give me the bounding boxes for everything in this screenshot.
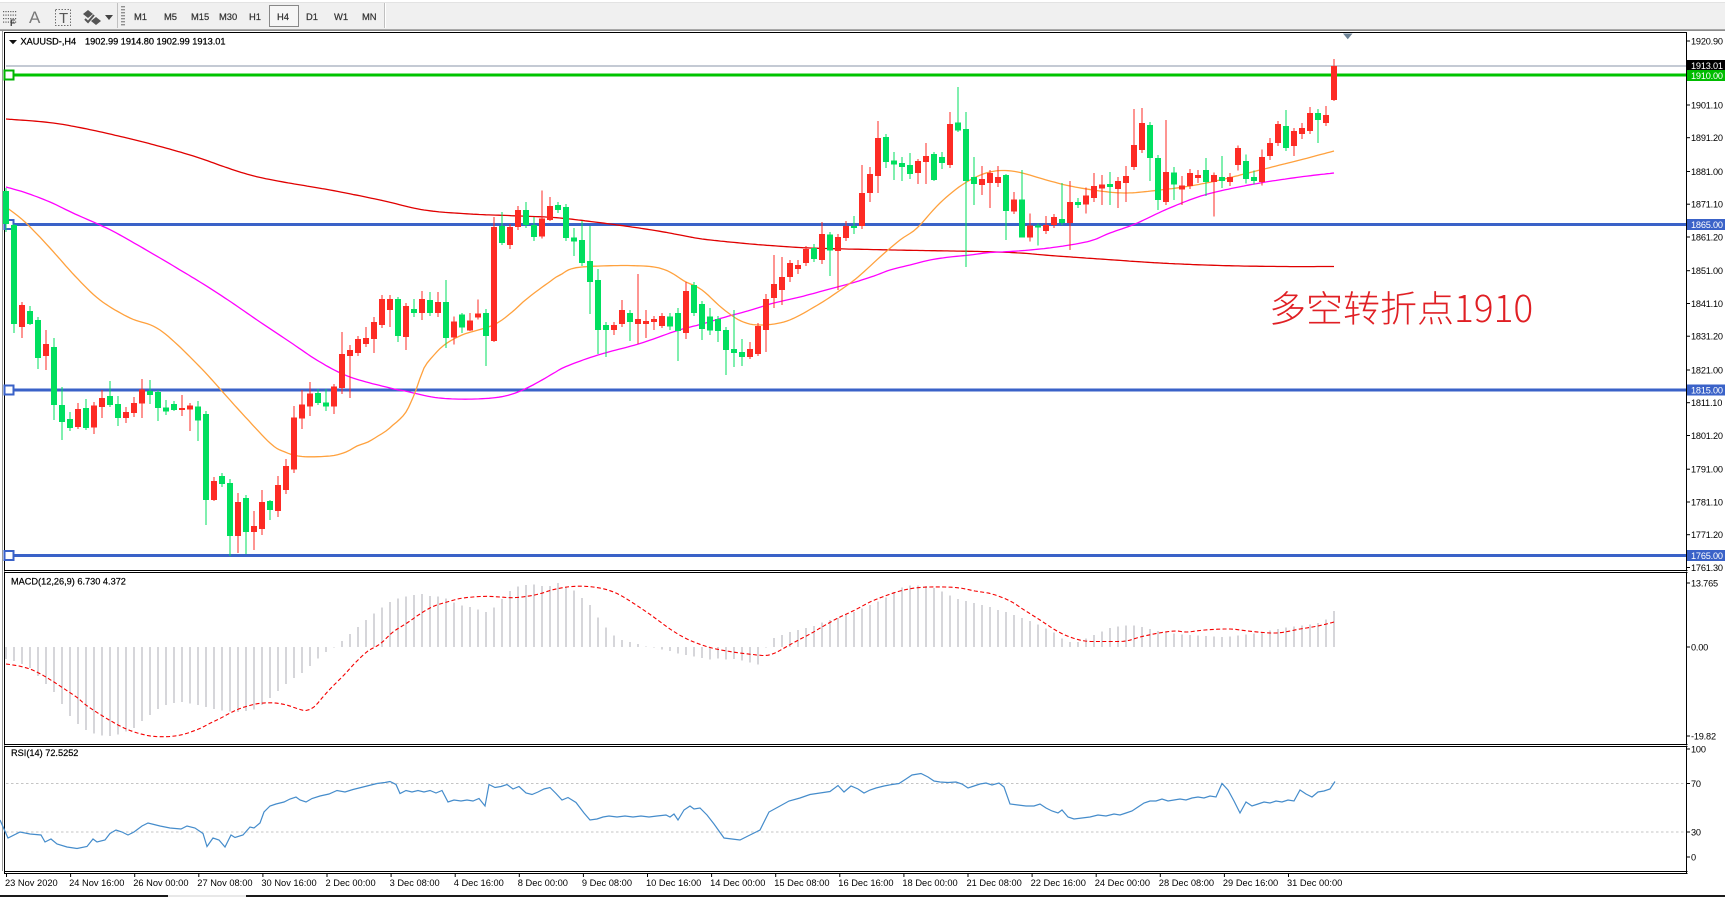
svg-text:D1: D1	[306, 11, 318, 22]
svg-text:1920.90: 1920.90	[1691, 36, 1723, 46]
svg-text:1865.00: 1865.00	[1691, 220, 1723, 230]
svg-text:XAUUSD-,H4: XAUUSD-,H4	[21, 37, 77, 47]
svg-text:27 Nov 08:00: 27 Nov 08:00	[197, 878, 252, 888]
svg-text:1815.00: 1815.00	[1691, 386, 1723, 396]
svg-text:15 Dec 08:00: 15 Dec 08:00	[774, 878, 829, 888]
svg-text:10 Dec 16:00: 10 Dec 16:00	[646, 878, 701, 888]
svg-text:1821.00: 1821.00	[1691, 365, 1723, 375]
svg-text:MN: MN	[362, 11, 377, 22]
svg-text:18 Dec 00:00: 18 Dec 00:00	[902, 878, 957, 888]
svg-text:2 Dec 00:00: 2 Dec 00:00	[326, 878, 376, 888]
svg-text:T: T	[59, 10, 68, 27]
svg-text:RSI(14) 72.5252: RSI(14) 72.5252	[11, 748, 78, 758]
svg-text:21 Dec 08:00: 21 Dec 08:00	[967, 878, 1022, 888]
svg-text:1801.20: 1801.20	[1691, 431, 1723, 441]
svg-text:1765.00: 1765.00	[1691, 551, 1723, 561]
svg-text:M1: M1	[134, 11, 147, 22]
svg-text:1811.10: 1811.10	[1691, 398, 1722, 408]
svg-text:1831.20: 1831.20	[1691, 332, 1723, 342]
svg-text:1771.20: 1771.20	[1691, 530, 1723, 540]
svg-text:1871.10: 1871.10	[1691, 200, 1723, 210]
svg-text:1891.20: 1891.20	[1691, 133, 1723, 143]
svg-text:1913.01: 1913.01	[1691, 61, 1723, 71]
svg-text:100: 100	[1691, 744, 1706, 754]
svg-text:31 Dec 00:00: 31 Dec 00:00	[1287, 878, 1342, 888]
svg-text:1781.10: 1781.10	[1691, 497, 1723, 507]
svg-text:30: 30	[1691, 827, 1701, 837]
svg-text:M15: M15	[191, 11, 209, 22]
svg-text:M5: M5	[164, 11, 177, 22]
svg-text:26 Nov 00:00: 26 Nov 00:00	[133, 878, 188, 888]
svg-text:24 Nov 16:00: 24 Nov 16:00	[69, 878, 124, 888]
svg-text:1851.00: 1851.00	[1691, 266, 1723, 276]
svg-text:13.765: 13.765	[1691, 578, 1718, 588]
svg-text:H1: H1	[249, 11, 261, 22]
svg-text:1791.00: 1791.00	[1691, 465, 1723, 475]
svg-text:1901.10: 1901.10	[1691, 100, 1723, 110]
svg-text:M30: M30	[219, 11, 237, 22]
svg-text:1910.00: 1910.00	[1691, 71, 1723, 81]
svg-text:8 Dec 00:00: 8 Dec 00:00	[518, 878, 568, 888]
svg-text:0.00: 0.00	[1691, 642, 1708, 652]
svg-text:F: F	[10, 18, 16, 28]
svg-text:24 Dec 00:00: 24 Dec 00:00	[1095, 878, 1150, 888]
svg-text:W1: W1	[334, 11, 348, 22]
svg-text:H4: H4	[277, 11, 289, 22]
svg-text:22 Dec 16:00: 22 Dec 16:00	[1031, 878, 1086, 888]
svg-text:9 Dec 08:00: 9 Dec 08:00	[582, 878, 632, 888]
svg-text:4 Dec 16:00: 4 Dec 16:00	[454, 878, 504, 888]
svg-text:70: 70	[1691, 779, 1701, 789]
svg-text:23 Nov 2020: 23 Nov 2020	[5, 878, 58, 888]
svg-text:1861.20: 1861.20	[1691, 232, 1723, 242]
svg-text:1841.10: 1841.10	[1691, 299, 1723, 309]
svg-text:1881.00: 1881.00	[1691, 167, 1723, 177]
svg-text:28 Dec 08:00: 28 Dec 08:00	[1159, 878, 1214, 888]
svg-text:30 Nov 16:00: 30 Nov 16:00	[261, 878, 316, 888]
svg-text:29 Dec 16:00: 29 Dec 16:00	[1223, 878, 1278, 888]
svg-text:14 Dec 00:00: 14 Dec 00:00	[710, 878, 765, 888]
svg-text:16 Dec 16:00: 16 Dec 16:00	[838, 878, 893, 888]
svg-text:MACD(12,26,9) 6.730 4.372: MACD(12,26,9) 6.730 4.372	[11, 577, 126, 587]
svg-text:1761.30: 1761.30	[1691, 563, 1723, 573]
svg-text:1902.99 1914.80 1902.99 1913.0: 1902.99 1914.80 1902.99 1913.01	[85, 37, 226, 47]
svg-text:0: 0	[1691, 852, 1696, 862]
svg-text:3 Dec 08:00: 3 Dec 08:00	[390, 878, 440, 888]
svg-text:A: A	[29, 8, 41, 27]
svg-text:-19.82: -19.82	[1691, 731, 1716, 741]
